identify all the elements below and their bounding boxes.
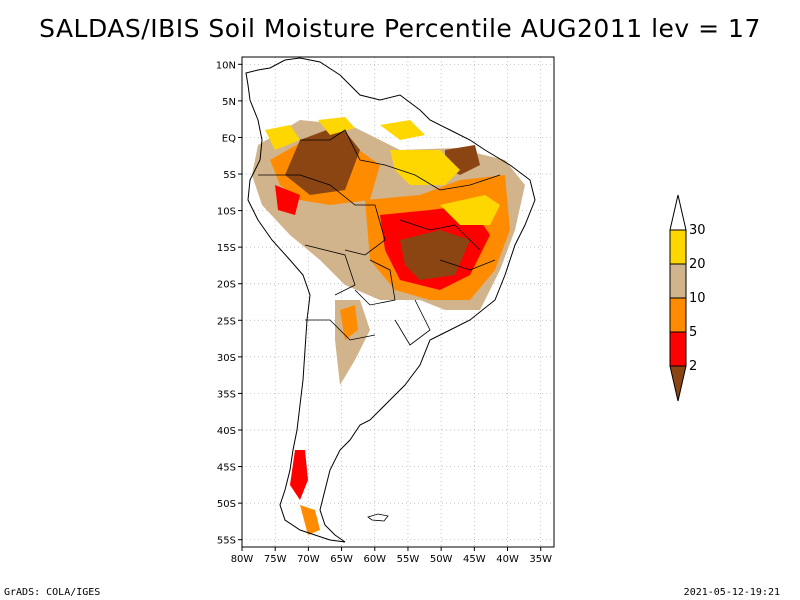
colorbar-segment [669,263,687,299]
lat-tick-label: 5S [223,170,236,181]
state-border [399,219,481,251]
lat-tick-label: 20S [217,280,236,291]
country-border [305,319,376,341]
lon-tick-label: 50W [430,554,453,565]
percentile-region [285,125,360,195]
percentile-region [390,150,460,185]
lat-tick-label: 30S [217,353,236,364]
colorbar-label: 2 [689,359,697,374]
state-border [439,259,496,271]
state-border [414,174,501,191]
soil-moisture-fill [252,117,525,535]
colorbar-segment [669,297,687,333]
footer-timestamp: 2021-05-12-19:21 [683,587,780,598]
colorbar-segment [669,331,687,367]
lon-tick-label: 60W [363,554,386,565]
percentile-region [380,120,425,140]
latitude-ticks: 10N 5N EQ 5S 10S 15S 20S 25S 30S 35S 40S 45S 50S 55S [216,60,242,547]
percentile-region [340,305,358,340]
lat-tick-label: 25S [217,316,236,327]
map-title: SALDAS/IBIS Soil Moisture Percentile AUG… [39,14,761,43]
colorbar-segment [669,194,687,231]
percentile-region [275,185,300,215]
colorbar-label: 10 [689,291,706,306]
lat-tick-label: 45S [217,463,236,474]
colorbar-label: 30 [689,223,706,238]
lon-tick-label: 45W [463,554,486,565]
percentile-region [290,450,308,500]
lat-tick-label: 50S [217,499,236,510]
percentile-region [300,505,320,535]
country-border [258,174,386,256]
percentile-region [400,230,470,280]
lon-tick-label: 55W [397,554,420,565]
colorbar-label: 20 [689,257,706,272]
lat-tick-label: 40S [217,426,236,437]
country-border [354,259,396,306]
percentile-region [440,195,500,225]
footer-credit: GrADS: COLA/IGES [4,587,101,598]
continent-outline [245,57,536,543]
country-border [394,299,431,346]
map-frame [241,56,555,548]
country-border [304,244,356,296]
falkland-islands-outline [367,513,389,522]
country-border [300,129,416,176]
lat-tick-label: EQ [222,133,236,144]
lon-tick-label: 40W [496,554,519,565]
colorbar-legend: 2 5 10 20 30 [669,194,706,402]
lat-tick-label: 55S [217,536,236,547]
lat-tick-label: 10N [216,60,236,71]
lon-tick-label: 70W [297,554,320,565]
longitude-ticks: 80W 75W 70W 65W 60W 55W 50W 45W 40W 35W [231,547,552,565]
lon-tick-label: 35W [529,554,552,565]
lat-tick-label: 5N [222,97,236,108]
colorbar-segment [669,365,687,402]
percentile-region [265,125,300,150]
lat-tick-label: 10S [217,207,236,218]
lon-tick-label: 65W [330,554,353,565]
lat-tick-label: 35S [217,389,236,400]
percentile-region [318,117,355,135]
colorbar-segment [669,229,687,265]
lon-tick-label: 75W [264,554,287,565]
coastlines [245,57,536,543]
lon-tick-label: 80W [231,554,254,565]
colorbar-label: 5 [689,325,697,340]
lat-tick-label: 15S [217,243,236,254]
